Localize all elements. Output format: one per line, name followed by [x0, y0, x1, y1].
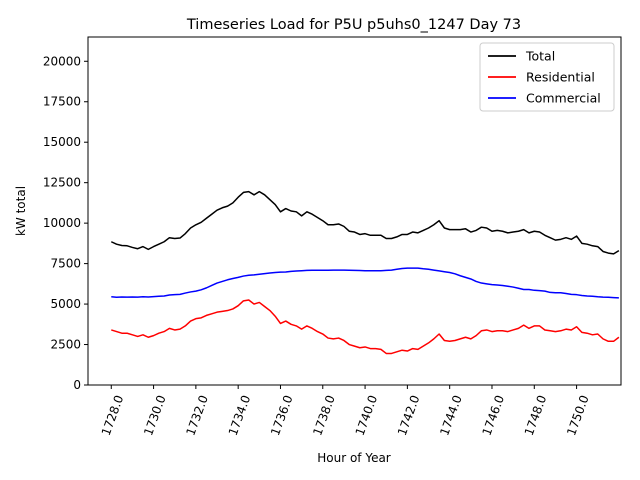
series-layer: [110, 190, 620, 355]
y-tick-label: 12500: [43, 176, 81, 190]
chart-title: Timeseries Load for P5U p5uhs0_1247 Day …: [186, 17, 521, 33]
series-line-total: [110, 190, 620, 255]
x-axis-label: Hour of Year: [317, 451, 391, 465]
legend-label-total: Total: [525, 49, 555, 64]
series-line-commercial: [111, 267, 619, 299]
y-tick-label: 15000: [43, 135, 81, 149]
legend-label-residential: Residential: [526, 70, 595, 85]
legend: Total Residential Commercial: [479, 42, 615, 112]
y-tick-label: 10000: [43, 216, 81, 230]
y-tick-label: 2500: [50, 338, 81, 352]
y-tick-label: 0: [73, 378, 81, 392]
series-line-residential: [111, 299, 620, 355]
y-tick-label: 7500: [50, 257, 81, 271]
y-tick-label: 17500: [43, 95, 81, 109]
legend-box: [479, 42, 615, 112]
plot-frame: [87, 36, 622, 386]
legend-label-commercial: Commercial: [526, 91, 601, 106]
y-tick-label: 20000: [43, 54, 81, 68]
y-axis: 0 2500 5000 7500 10000 12500 15000 17500 20000: [43, 54, 88, 392]
y-tick-label: 5000: [50, 297, 81, 311]
y-axis-label: kW total: [14, 186, 28, 236]
